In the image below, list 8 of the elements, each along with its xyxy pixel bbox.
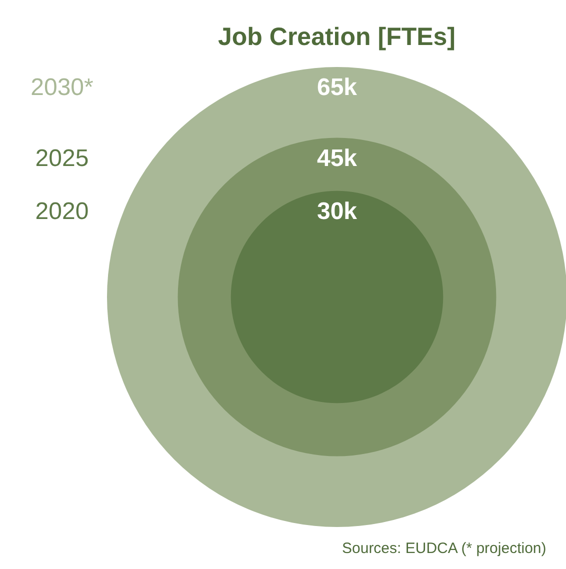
data-label: 45k bbox=[316, 144, 358, 172]
source-note: Sources: EUDCA (* projection) bbox=[342, 540, 546, 557]
data-label: 30k bbox=[316, 198, 358, 225]
category-label: 2030* bbox=[30, 74, 94, 101]
data-label: 65k bbox=[316, 74, 358, 101]
category-label: 2025 bbox=[35, 144, 89, 172]
text: Job Creation [FTEs] bbox=[218, 22, 456, 51]
category-label: 2020 bbox=[35, 198, 89, 225]
